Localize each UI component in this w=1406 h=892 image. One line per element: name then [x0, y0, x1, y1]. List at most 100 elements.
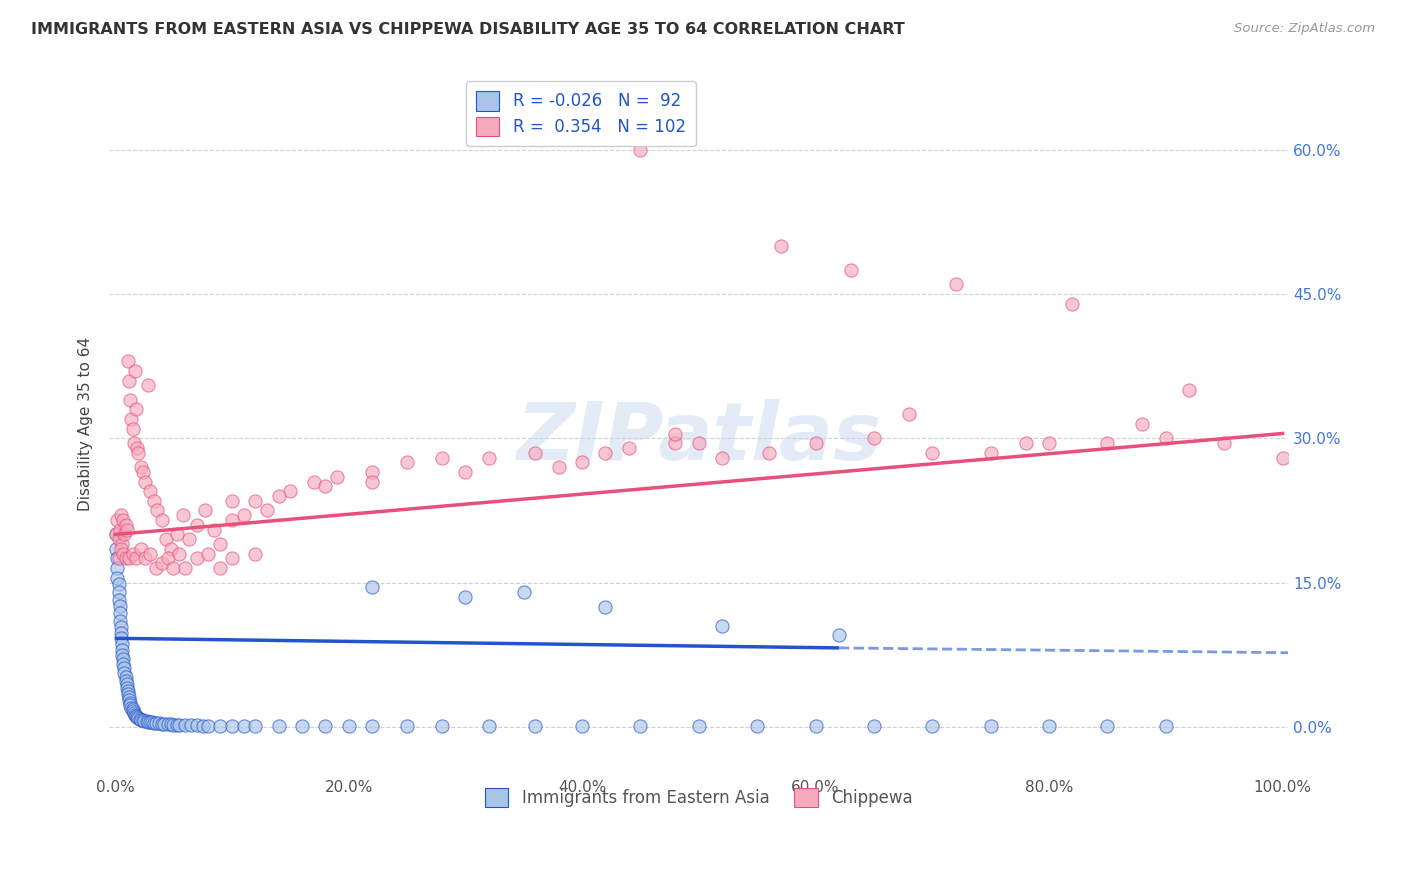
- Y-axis label: Disability Age 35 to 64: Disability Age 35 to 64: [79, 337, 93, 511]
- Point: [524, 719, 547, 733]
- Point: [326, 470, 349, 484]
- Point: [141, 714, 163, 729]
- Point: [478, 450, 501, 465]
- Point: [197, 719, 219, 733]
- Point: [769, 239, 792, 253]
- Text: IMMIGRANTS FROM EASTERN ASIA VS CHIPPEWA DISABILITY AGE 35 TO 64 CORRELATION CHA: IMMIGRANTS FROM EASTERN ASIA VS CHIPPEWA…: [31, 22, 904, 37]
- Point: [153, 717, 176, 731]
- Point: [121, 547, 143, 561]
- Point: [202, 523, 225, 537]
- Point: [162, 718, 184, 732]
- Point: [121, 422, 143, 436]
- Point: [107, 551, 129, 566]
- Point: [107, 561, 129, 575]
- Point: [108, 599, 131, 613]
- Point: [1097, 436, 1119, 450]
- Point: [122, 706, 145, 721]
- Point: [267, 489, 290, 503]
- Point: [121, 702, 143, 716]
- Point: [132, 465, 155, 479]
- Point: [146, 503, 169, 517]
- Point: [180, 718, 202, 732]
- Point: [120, 392, 142, 407]
- Point: [1038, 719, 1060, 733]
- Point: [160, 541, 183, 556]
- Point: [112, 513, 135, 527]
- Point: [127, 711, 149, 725]
- Point: [1271, 450, 1294, 465]
- Point: [148, 715, 170, 730]
- Point: [124, 364, 146, 378]
- Point: [361, 719, 384, 733]
- Point: [118, 690, 141, 704]
- Point: [804, 436, 827, 450]
- Point: [155, 533, 177, 547]
- Point: [136, 378, 159, 392]
- Point: [105, 527, 128, 541]
- Point: [395, 455, 418, 469]
- Point: [169, 718, 191, 732]
- Point: [122, 436, 145, 450]
- Point: [121, 704, 143, 718]
- Point: [617, 441, 640, 455]
- Point: [112, 547, 135, 561]
- Point: [232, 719, 254, 733]
- Point: [804, 719, 827, 733]
- Point: [127, 441, 149, 455]
- Point: [1154, 431, 1177, 445]
- Point: [110, 541, 132, 556]
- Point: [139, 484, 162, 499]
- Point: [186, 551, 208, 566]
- Point: [711, 450, 734, 465]
- Point: [139, 714, 162, 729]
- Point: [150, 513, 173, 527]
- Point: [898, 407, 921, 421]
- Point: [278, 484, 301, 499]
- Point: [115, 677, 138, 691]
- Point: [169, 547, 191, 561]
- Point: [111, 637, 134, 651]
- Point: [117, 684, 139, 698]
- Point: [430, 450, 453, 465]
- Text: Source: ZipAtlas.com: Source: ZipAtlas.com: [1234, 22, 1375, 36]
- Point: [688, 436, 710, 450]
- Point: [120, 696, 142, 710]
- Point: [108, 523, 131, 537]
- Point: [361, 465, 384, 479]
- Point: [110, 625, 132, 640]
- Point: [129, 460, 152, 475]
- Point: [112, 527, 135, 541]
- Point: [134, 551, 156, 566]
- Point: [125, 709, 148, 723]
- Point: [243, 493, 266, 508]
- Point: [112, 665, 135, 680]
- Point: [980, 719, 1002, 733]
- Point: [688, 719, 710, 733]
- Point: [512, 585, 534, 599]
- Point: [361, 475, 384, 489]
- Point: [114, 517, 136, 532]
- Point: [1213, 436, 1236, 450]
- Point: [1015, 436, 1038, 450]
- Point: [630, 719, 652, 733]
- Point: [156, 717, 179, 731]
- Point: [595, 446, 617, 460]
- Point: [186, 718, 208, 732]
- Point: [221, 719, 243, 733]
- Point: [863, 431, 886, 445]
- Point: [1038, 436, 1060, 450]
- Point: [197, 547, 219, 561]
- Text: ZIPatlas: ZIPatlas: [516, 399, 882, 477]
- Point: [395, 719, 418, 733]
- Point: [166, 718, 188, 732]
- Point: [118, 693, 141, 707]
- Point: [430, 719, 453, 733]
- Point: [209, 561, 232, 575]
- Point: [111, 648, 134, 662]
- Point: [209, 537, 232, 551]
- Point: [1154, 719, 1177, 733]
- Point: [267, 719, 290, 733]
- Point: [314, 719, 336, 733]
- Point: [117, 687, 139, 701]
- Point: [243, 547, 266, 561]
